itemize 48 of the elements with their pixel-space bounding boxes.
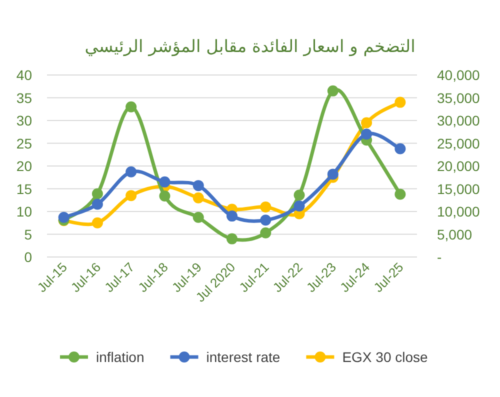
point — [260, 227, 272, 238]
point — [394, 188, 406, 200]
point — [394, 143, 406, 154]
y-tick-label: 30 — [16, 112, 32, 128]
y2-tick-label: - — [437, 249, 442, 265]
point — [294, 200, 305, 212]
point — [192, 212, 204, 223]
point — [159, 176, 170, 188]
y-tick-label: 0 — [24, 249, 32, 265]
y-tick-label: 10 — [16, 204, 32, 220]
point — [192, 192, 204, 204]
point — [192, 180, 204, 192]
y-tick-label: 35 — [16, 90, 32, 106]
point — [92, 198, 103, 210]
y2-tick-label: 40,000 — [437, 67, 480, 83]
point — [226, 210, 238, 222]
y-tick-label: 25 — [16, 135, 32, 152]
point — [260, 214, 272, 226]
point — [92, 217, 103, 228]
y2-tick-label: 35,000 — [437, 90, 480, 106]
point — [126, 190, 137, 202]
legend-label: inflation — [96, 349, 144, 365]
point — [260, 201, 272, 212]
point — [58, 212, 70, 223]
y-tick-label: 5 — [24, 226, 32, 242]
legend-label: interest rate — [206, 349, 280, 365]
y-tick-label: 20 — [16, 158, 32, 174]
point — [92, 188, 103, 200]
y-tick-label: 15 — [16, 180, 32, 197]
point — [126, 101, 137, 112]
chart-title: التضخم و اسعار الفائدة مقابل المؤشر الرئيسي — [84, 37, 416, 57]
point — [226, 233, 238, 244]
point — [327, 85, 338, 96]
y2-tick-label: 10,000 — [437, 204, 480, 220]
point — [159, 190, 170, 202]
y2-tick-label: 5,000 — [437, 226, 472, 242]
y-tick-label: 40 — [16, 67, 32, 83]
y2-tick-label: 30,000 — [437, 112, 480, 128]
point — [361, 128, 372, 140]
y2-tick-label: 25,000 — [437, 135, 480, 152]
point — [126, 166, 137, 178]
point — [294, 190, 305, 201]
legend-label: EGX 30 close — [342, 349, 428, 365]
y2-tick-label: 15,000 — [437, 180, 480, 197]
y2-tick-label: 20,000 — [437, 158, 480, 174]
point — [361, 117, 372, 128]
point — [394, 96, 406, 108]
point — [327, 168, 338, 180]
